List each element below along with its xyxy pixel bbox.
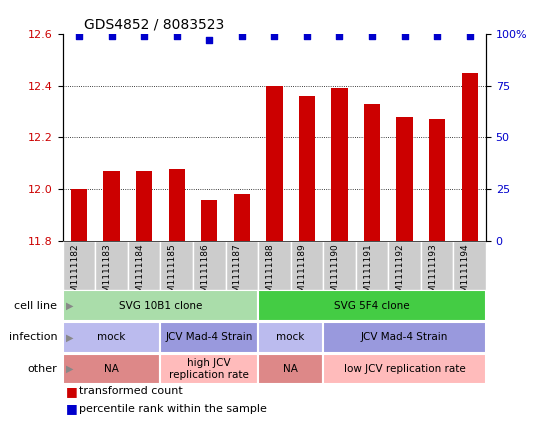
Text: high JCV
replication rate: high JCV replication rate xyxy=(169,358,249,380)
Bar xyxy=(71,190,87,241)
Text: GSM1111191: GSM1111191 xyxy=(363,244,372,304)
Point xyxy=(302,33,311,39)
Point xyxy=(238,33,246,39)
Point xyxy=(75,33,84,39)
Bar xyxy=(453,241,486,290)
Bar xyxy=(258,241,290,290)
Text: percentile rank within the sample: percentile rank within the sample xyxy=(79,404,267,414)
Bar xyxy=(461,73,478,241)
Bar xyxy=(258,291,486,321)
Point xyxy=(335,33,344,39)
Text: GSM1111188: GSM1111188 xyxy=(265,244,275,304)
Text: GSM1111186: GSM1111186 xyxy=(200,244,209,304)
Bar xyxy=(299,96,315,241)
Point xyxy=(400,33,409,39)
Text: low JCV replication rate: low JCV replication rate xyxy=(343,364,465,374)
Bar xyxy=(63,354,161,385)
Text: mock: mock xyxy=(97,332,126,342)
Text: GSM1111187: GSM1111187 xyxy=(233,244,242,304)
Text: SVG 5F4 clone: SVG 5F4 clone xyxy=(334,301,410,310)
Text: other: other xyxy=(28,364,57,374)
Text: GSM1111192: GSM1111192 xyxy=(395,244,405,304)
Text: GSM1111184: GSM1111184 xyxy=(135,244,144,304)
Point xyxy=(205,37,213,44)
Text: GSM1111185: GSM1111185 xyxy=(168,244,177,304)
Bar xyxy=(323,354,486,385)
Bar xyxy=(266,86,282,241)
Bar xyxy=(63,322,161,353)
Point xyxy=(465,33,474,39)
Bar xyxy=(323,241,356,290)
Bar xyxy=(225,241,258,290)
Point xyxy=(107,33,116,39)
Bar xyxy=(258,322,323,353)
Bar xyxy=(429,119,445,241)
Bar xyxy=(388,241,421,290)
Text: ▶: ▶ xyxy=(66,364,73,374)
Text: NA: NA xyxy=(283,364,298,374)
Text: SVG 10B1 clone: SVG 10B1 clone xyxy=(118,301,202,310)
Point xyxy=(367,33,376,39)
Bar xyxy=(169,169,185,241)
Bar xyxy=(258,354,323,385)
Bar xyxy=(63,241,96,290)
Text: GSM1111182: GSM1111182 xyxy=(70,244,79,304)
Bar xyxy=(356,241,388,290)
Text: NA: NA xyxy=(104,364,119,374)
Bar xyxy=(331,88,348,241)
Bar xyxy=(104,171,120,241)
Text: JCV Mad-4 Strain: JCV Mad-4 Strain xyxy=(361,332,448,342)
Text: mock: mock xyxy=(276,332,305,342)
Text: GDS4852 / 8083523: GDS4852 / 8083523 xyxy=(84,17,224,31)
Bar xyxy=(96,241,128,290)
Bar xyxy=(201,200,217,241)
Bar xyxy=(161,322,258,353)
Point xyxy=(433,33,442,39)
Bar xyxy=(161,241,193,290)
Text: infection: infection xyxy=(9,332,57,342)
Bar xyxy=(136,171,152,241)
Bar xyxy=(290,241,323,290)
Bar xyxy=(396,117,413,241)
Text: GSM1111194: GSM1111194 xyxy=(461,244,470,304)
Text: JCV Mad-4 Strain: JCV Mad-4 Strain xyxy=(165,332,253,342)
Text: GSM1111189: GSM1111189 xyxy=(298,244,307,304)
Point xyxy=(270,33,279,39)
Text: ▶: ▶ xyxy=(66,301,73,310)
Point xyxy=(173,33,181,39)
Bar xyxy=(193,241,225,290)
Point xyxy=(140,33,149,39)
Text: transformed count: transformed count xyxy=(79,386,183,396)
Text: ■: ■ xyxy=(66,385,78,398)
Bar xyxy=(161,354,258,385)
Text: GSM1111193: GSM1111193 xyxy=(428,244,437,304)
Bar xyxy=(364,104,380,241)
Text: ▶: ▶ xyxy=(66,332,73,342)
Bar xyxy=(128,241,161,290)
Text: GSM1111183: GSM1111183 xyxy=(103,244,111,304)
Bar xyxy=(63,291,258,321)
Bar xyxy=(234,195,250,241)
Bar xyxy=(323,322,486,353)
Text: GSM1111190: GSM1111190 xyxy=(330,244,340,304)
Bar xyxy=(421,241,453,290)
Text: ■: ■ xyxy=(66,403,78,415)
Text: cell line: cell line xyxy=(14,301,57,310)
